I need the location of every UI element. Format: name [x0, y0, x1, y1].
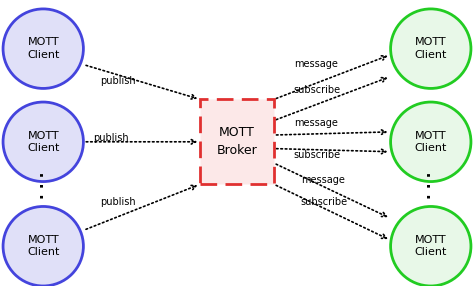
Text: MOTT
Client: MOTT Client [27, 131, 59, 153]
Ellipse shape [391, 9, 471, 88]
Ellipse shape [3, 206, 83, 286]
FancyBboxPatch shape [201, 100, 273, 184]
Text: publish: publish [100, 76, 136, 86]
Ellipse shape [391, 206, 471, 286]
Text: publish: publish [100, 197, 136, 207]
Text: MOTT
Client: MOTT Client [27, 235, 59, 257]
Text: MOTT
Client: MOTT Client [415, 37, 447, 60]
Text: subscribe: subscribe [301, 197, 348, 207]
Text: message: message [301, 175, 345, 185]
Text: · · ·: · · · [36, 172, 51, 199]
Text: MOTT
Broker: MOTT Broker [217, 126, 257, 157]
Ellipse shape [3, 9, 83, 88]
Text: MOTT
Client: MOTT Client [27, 37, 59, 60]
Text: message: message [294, 59, 337, 69]
Text: subscribe: subscribe [294, 150, 341, 160]
Ellipse shape [391, 102, 471, 182]
Text: message: message [294, 118, 337, 128]
Text: · · ·: · · · [423, 172, 438, 199]
Text: MOTT
Client: MOTT Client [415, 235, 447, 257]
Text: MOTT
Client: MOTT Client [415, 131, 447, 153]
Text: subscribe: subscribe [294, 85, 341, 95]
Text: publish: publish [93, 133, 128, 142]
Ellipse shape [3, 102, 83, 182]
